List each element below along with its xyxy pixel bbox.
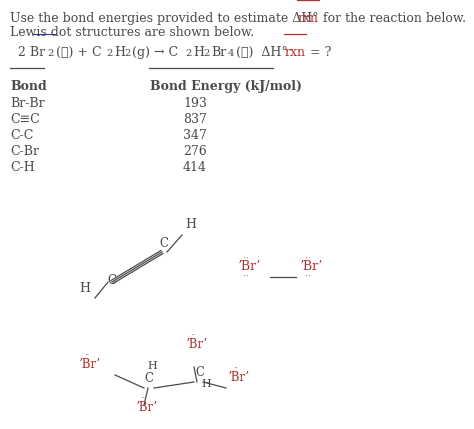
Text: C: C [107, 274, 116, 287]
Text: rxn: rxn [285, 46, 306, 59]
Text: ··: ·· [243, 254, 249, 263]
Text: 2: 2 [203, 49, 210, 58]
Text: C≡C: C≡C [10, 113, 40, 126]
Text: 2: 2 [47, 49, 54, 58]
Text: H: H [185, 218, 196, 231]
Text: H: H [114, 46, 125, 59]
Text: C-C: C-C [10, 129, 33, 142]
Text: ··: ·· [243, 272, 249, 281]
Text: Bond: Bond [10, 80, 47, 93]
Text: C: C [144, 372, 153, 385]
Text: 4: 4 [228, 49, 235, 58]
Text: ʼBrʼ: ʼBrʼ [186, 338, 208, 351]
Text: H: H [79, 282, 90, 295]
Text: H: H [201, 379, 211, 389]
Text: C-H: C-H [10, 161, 35, 174]
Text: ʼBrʼ: ʼBrʼ [228, 371, 250, 384]
Text: Bond Energy (kJ/mol): Bond Energy (kJ/mol) [150, 80, 302, 93]
Text: 193: 193 [183, 97, 207, 110]
Text: ··: ·· [190, 331, 195, 340]
Text: ··: ·· [305, 254, 311, 263]
Text: Br: Br [211, 46, 226, 59]
Text: ʼBrʼ: ʼBrʼ [300, 260, 323, 273]
Text: C: C [195, 366, 204, 379]
Text: ··: ·· [140, 394, 145, 403]
Text: (g) → C: (g) → C [132, 46, 178, 59]
Text: = ?: = ? [306, 46, 331, 59]
Text: Br-Br: Br-Br [10, 97, 45, 110]
Text: 2: 2 [124, 49, 130, 58]
Text: H: H [193, 46, 204, 59]
Text: 347: 347 [183, 129, 207, 142]
Text: ··: ·· [305, 272, 311, 281]
Text: ʼBrʼ: ʼBrʼ [79, 358, 101, 371]
Text: 2: 2 [185, 49, 191, 58]
Text: rxn: rxn [298, 12, 319, 25]
Text: 2: 2 [106, 49, 112, 58]
Text: 276: 276 [183, 145, 207, 158]
Text: Lewis dot structures are shown below.: Lewis dot structures are shown below. [10, 26, 254, 39]
Text: C-Br: C-Br [10, 145, 39, 158]
Text: 837: 837 [183, 113, 207, 126]
Text: 2 Br: 2 Br [18, 46, 45, 59]
Text: ʼBrʼ: ʼBrʼ [238, 260, 261, 273]
Text: C: C [159, 237, 168, 250]
Text: for the reaction below.: for the reaction below. [319, 12, 466, 25]
Text: (ℓ)  ΔH°: (ℓ) ΔH° [236, 46, 288, 59]
Text: ʼBrʼ: ʼBrʼ [136, 401, 158, 414]
Text: Use the bond energies provided to estimate ΔH°: Use the bond energies provided to estima… [10, 12, 319, 25]
Text: (ℓ) + C: (ℓ) + C [56, 46, 101, 59]
Text: H: H [147, 361, 157, 371]
Text: 414: 414 [183, 161, 207, 174]
Text: ··: ·· [233, 364, 238, 373]
Text: ··: ·· [84, 351, 89, 360]
